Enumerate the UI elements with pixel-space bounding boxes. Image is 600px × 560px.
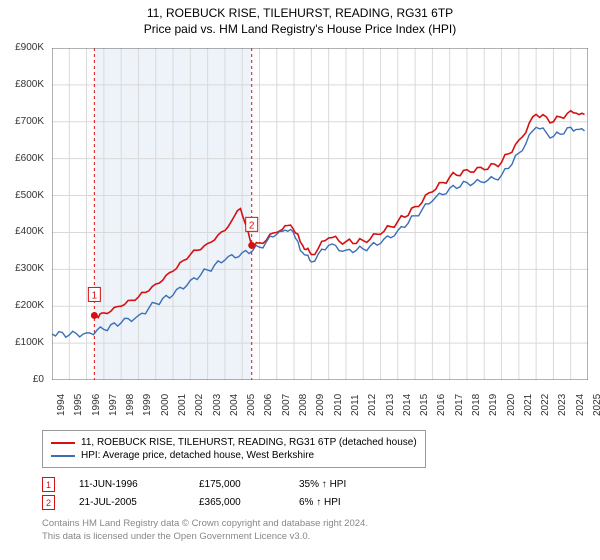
page-title: 11, ROEBUCK RISE, TILEHURST, READING, RG… — [0, 6, 600, 20]
x-tick-label: 1998 — [125, 394, 136, 416]
y-tick-label: £0 — [0, 374, 48, 385]
sale-marker: 1 — [42, 477, 55, 492]
x-tick-label: 2001 — [177, 394, 188, 416]
x-tick-label: 2018 — [471, 394, 482, 416]
y-tick-label: £400K — [0, 226, 48, 237]
sale-delta: 35% ↑ HPI — [299, 479, 399, 490]
svg-text:2: 2 — [249, 220, 255, 231]
sale-price: £175,000 — [199, 479, 299, 490]
x-tick-label: 2024 — [575, 394, 586, 416]
x-tick-label: 2011 — [350, 394, 361, 416]
y-tick-label: £300K — [0, 263, 48, 274]
sale-date: 21-JUL-2005 — [79, 497, 199, 508]
y-tick-label: £700K — [0, 116, 48, 127]
sale-row: 1 11-JUN-1996£175,00035% ↑ HPI — [42, 477, 399, 492]
y-tick-label: £900K — [0, 42, 48, 53]
footer-line-2: This data is licensed under the Open Gov… — [42, 531, 368, 544]
x-tick-label: 2021 — [523, 394, 534, 416]
legend-item: HPI: Average price, detached house, West… — [51, 450, 417, 461]
x-tick-label: 1996 — [91, 394, 102, 416]
x-tick-label: 2002 — [194, 394, 205, 416]
sale-date: 11-JUN-1996 — [79, 479, 199, 490]
x-tick-label: 1997 — [108, 394, 119, 416]
sale-price: £365,000 — [199, 497, 299, 508]
x-tick-label: 2020 — [506, 394, 517, 416]
y-tick-label: £500K — [0, 190, 48, 201]
sales-table: 1 11-JUN-1996£175,00035% ↑ HPI 2 21-JUL-200… — [42, 474, 399, 513]
svg-text:1: 1 — [92, 290, 98, 301]
x-tick-label: 2007 — [281, 394, 292, 416]
x-tick-label: 2013 — [385, 394, 396, 416]
y-tick-label: £600K — [0, 153, 48, 164]
sale-marker: 2 — [42, 495, 55, 510]
x-tick-label: 2012 — [367, 394, 378, 416]
legend-label: 11, ROEBUCK RISE, TILEHURST, READING, RG… — [81, 437, 417, 448]
x-tick-label: 2015 — [419, 394, 430, 416]
x-tick-label: 2025 — [592, 394, 600, 416]
footer-attribution: Contains HM Land Registry data © Crown c… — [42, 518, 368, 544]
x-tick-label: 2023 — [557, 394, 568, 416]
chart-legend: 11, ROEBUCK RISE, TILEHURST, READING, RG… — [42, 430, 426, 468]
x-tick-label: 2009 — [315, 394, 326, 416]
legend-swatch — [51, 455, 75, 457]
x-tick-label: 2008 — [298, 394, 309, 416]
footer-line-1: Contains HM Land Registry data © Crown c… — [42, 518, 368, 531]
x-tick-label: 1999 — [142, 394, 153, 416]
legend-item: 11, ROEBUCK RISE, TILEHURST, READING, RG… — [51, 437, 417, 448]
y-tick-label: £200K — [0, 300, 48, 311]
x-tick-label: 2000 — [160, 394, 171, 416]
x-tick-label: 2005 — [246, 394, 257, 416]
x-tick-label: 2010 — [333, 394, 344, 416]
x-tick-label: 2017 — [454, 394, 465, 416]
x-tick-label: 1995 — [73, 394, 84, 416]
x-tick-label: 2022 — [540, 394, 551, 416]
x-tick-label: 2014 — [402, 394, 413, 416]
x-tick-label: 2003 — [212, 394, 223, 416]
sale-row: 2 21-JUL-2005£365,0006% ↑ HPI — [42, 495, 399, 510]
x-tick-label: 2004 — [229, 394, 240, 416]
x-tick-label: 2016 — [436, 394, 447, 416]
x-axis-labels: 1994 1995 1996 1997 1998 1999 2000 2001 2002 2003… — [52, 384, 588, 428]
x-tick-label: 1994 — [56, 394, 67, 416]
price-chart: 12 — [52, 48, 588, 380]
y-tick-label: £100K — [0, 337, 48, 348]
page-subtitle: Price paid vs. HM Land Registry's House … — [0, 22, 600, 36]
legend-swatch — [51, 442, 75, 444]
x-tick-label: 2006 — [263, 394, 274, 416]
sale-delta: 6% ↑ HPI — [299, 497, 399, 508]
legend-label: HPI: Average price, detached house, West… — [81, 450, 314, 461]
x-tick-label: 2019 — [488, 394, 499, 416]
y-tick-label: £800K — [0, 79, 48, 90]
